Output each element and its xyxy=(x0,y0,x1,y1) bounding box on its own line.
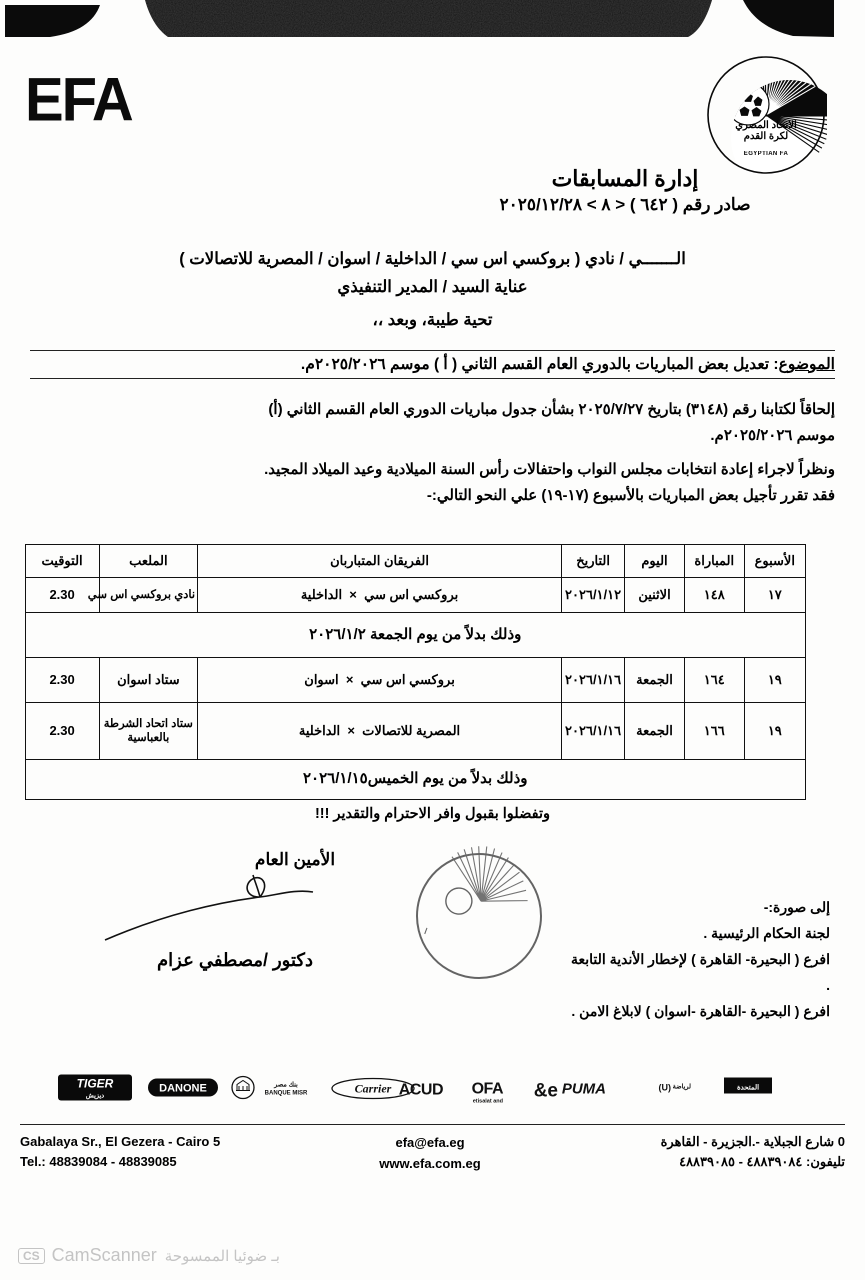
svg-text:TIGER: TIGER xyxy=(77,1077,114,1091)
svg-text:المتحدة: المتحدة xyxy=(737,1084,759,1092)
svg-text:الاتحاد المصري: الاتحاد المصري xyxy=(401,837,441,936)
svg-text:(U): (U) xyxy=(659,1083,672,1093)
svg-text:DANONE: DANONE xyxy=(159,1083,207,1095)
svg-text:بنك مصر: بنك مصر xyxy=(273,1081,298,1089)
svg-text:Carrier: Carrier xyxy=(355,1082,392,1096)
svg-text:OFA: OFA xyxy=(472,1081,504,1098)
svg-text:لرياضة: لرياضة xyxy=(673,1083,691,1091)
svg-text:etisalat and: etisalat and xyxy=(473,1099,503,1105)
svg-text:e&: e& xyxy=(534,1081,558,1102)
svg-text:BANQUE MISR: BANQUE MISR xyxy=(265,1091,308,1097)
svg-text:ACUD: ACUD xyxy=(399,1082,443,1099)
svg-text:ديزيش: ديزيش xyxy=(86,1093,104,1100)
svg-text:PUMA: PUMA xyxy=(562,1081,606,1098)
